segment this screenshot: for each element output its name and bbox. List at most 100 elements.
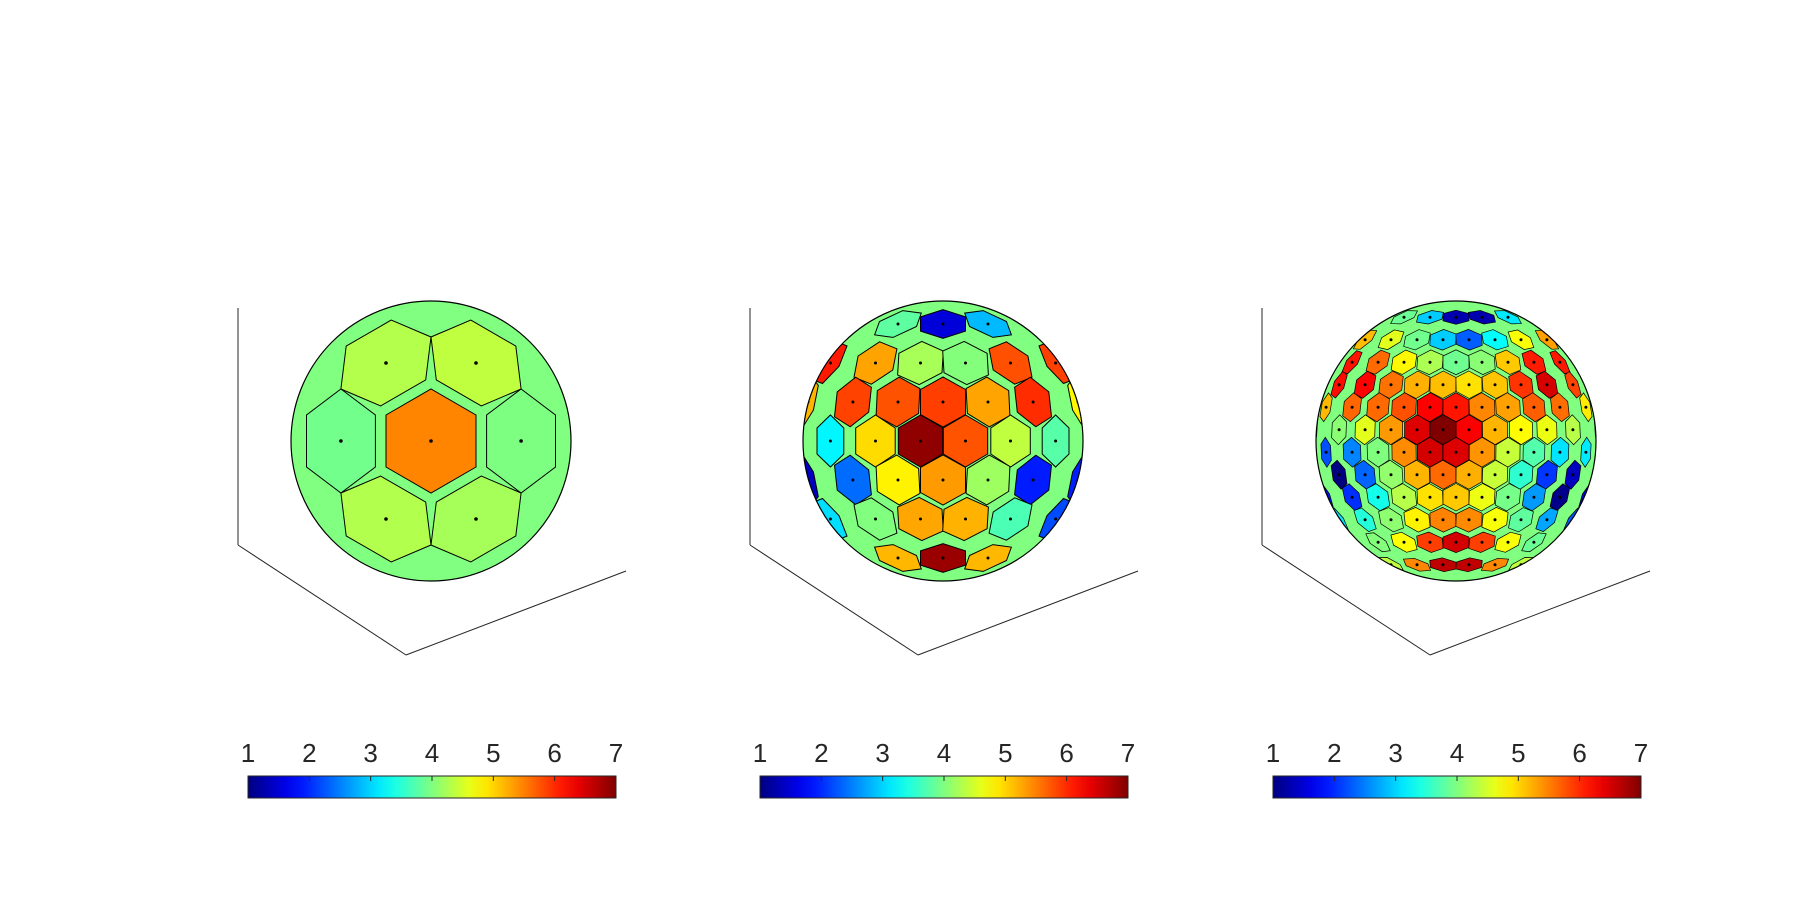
- cell-site: [1545, 338, 1549, 342]
- colorbar: 1 2 3 4 5 6 7: [241, 738, 623, 799]
- cell-site: [1558, 450, 1562, 454]
- cell-site: [1312, 473, 1315, 476]
- cell-site: [1350, 540, 1354, 544]
- cell-site: [1506, 405, 1510, 409]
- cell-site: [1428, 450, 1432, 454]
- cell-site: [1455, 586, 1458, 589]
- cell-site: [1442, 293, 1445, 296]
- cell-site: [1402, 540, 1406, 544]
- cell-site: [941, 478, 945, 482]
- voronoi-cell: [1592, 459, 1596, 490]
- cell-site: [1532, 450, 1536, 454]
- axes-box: [237, 308, 627, 656]
- cell-site: [828, 439, 832, 443]
- cell-site: [474, 361, 478, 365]
- cell-site: [1468, 293, 1471, 296]
- cell-site: [1376, 405, 1380, 409]
- cell-site: [1376, 495, 1380, 499]
- cell-site: [1402, 315, 1406, 319]
- cell-site: [1545, 473, 1549, 477]
- cell-site: [828, 517, 832, 521]
- cell-site: [1402, 405, 1406, 409]
- cell-site: [1009, 361, 1012, 365]
- cell-site: [1441, 338, 1445, 342]
- cell-site: [964, 439, 967, 443]
- cell-site: [384, 517, 388, 521]
- colorbar-tick-label: 7: [609, 738, 623, 768]
- x-axis-line: [1261, 544, 1431, 656]
- cell-site: [1506, 360, 1510, 364]
- cell-site: [1389, 473, 1393, 477]
- cell-site: [1506, 540, 1510, 544]
- colorbar: 1 2 3 4 5 6 7: [753, 738, 1135, 799]
- cell-site: [1441, 563, 1445, 567]
- cell-site: [919, 361, 922, 365]
- cell-site: [1545, 428, 1549, 432]
- cell-site: [1389, 518, 1393, 522]
- cell-site: [1597, 428, 1600, 431]
- cell-site: [1558, 495, 1562, 499]
- sphere-outline: [1315, 300, 1597, 582]
- panel-3: 1 2 3 4 5 6 7: [1261, 290, 1651, 799]
- voronoi-cell: [1456, 290, 1483, 299]
- cell-site: [1441, 473, 1445, 477]
- cell-site: [1558, 540, 1562, 544]
- cell-site: [851, 556, 855, 560]
- cell-site: [919, 439, 922, 443]
- cell-site: [1532, 540, 1536, 544]
- cell-site: [1493, 338, 1497, 342]
- y-axis-line: [405, 570, 627, 656]
- cell-site: [851, 478, 855, 482]
- cell-site: [1571, 473, 1575, 477]
- cell-site: [941, 322, 945, 326]
- cell-site: [429, 439, 433, 443]
- cell-site: [384, 361, 388, 365]
- cell-site: [964, 361, 967, 365]
- cell-site: [1337, 473, 1341, 477]
- cell-site: [896, 478, 900, 482]
- cell-site: [1481, 586, 1484, 589]
- cell-site: [474, 517, 478, 521]
- cell-site: [1337, 383, 1341, 387]
- cell-site: [1519, 428, 1523, 432]
- colorbar-tick-label: 2: [302, 738, 316, 768]
- cell-site: [1402, 360, 1406, 364]
- cell-site: [1324, 450, 1328, 454]
- cell-site: [1441, 428, 1445, 432]
- cell-site: [1532, 360, 1536, 364]
- cell-site: [1493, 518, 1497, 522]
- cell-site: [1519, 338, 1523, 342]
- cell-site: [1532, 315, 1536, 319]
- cell-site: [1558, 405, 1562, 409]
- y-axis-line: [917, 570, 1139, 656]
- cell-site: [1389, 428, 1393, 432]
- colorbar-tick-label: 5: [486, 738, 500, 768]
- panel-1: 1 2 3 4 5 6 7: [237, 300, 627, 799]
- x-axis-line: [237, 544, 407, 656]
- y-axis-line: [1429, 570, 1651, 656]
- cell-site: [896, 556, 900, 560]
- cell-site: [874, 517, 877, 521]
- colorbar-tick-label: 3: [363, 738, 377, 768]
- colorbar-tick-label: 4: [1450, 738, 1464, 768]
- colorbar-tick-label: 3: [1388, 738, 1402, 768]
- cell-site: [941, 556, 945, 560]
- cell-site: [986, 478, 990, 482]
- cell-site: [828, 361, 832, 365]
- cell-site: [1506, 315, 1510, 319]
- cell-site: [1584, 405, 1588, 409]
- cell-site: [339, 439, 343, 443]
- cell-site: [1454, 540, 1458, 544]
- cell-site: [1428, 495, 1432, 499]
- cell-site: [1519, 473, 1523, 477]
- cell-site: [1584, 450, 1588, 454]
- axes-box: [1261, 308, 1651, 656]
- cell-site: [1350, 405, 1354, 409]
- cell-site: [1402, 450, 1406, 454]
- cell-site: [1454, 450, 1458, 454]
- colorbar-tick-label: 6: [1572, 738, 1586, 768]
- cell-site: [1376, 360, 1380, 364]
- cell-site: [1467, 338, 1471, 342]
- sphere-surface: [1312, 290, 1600, 589]
